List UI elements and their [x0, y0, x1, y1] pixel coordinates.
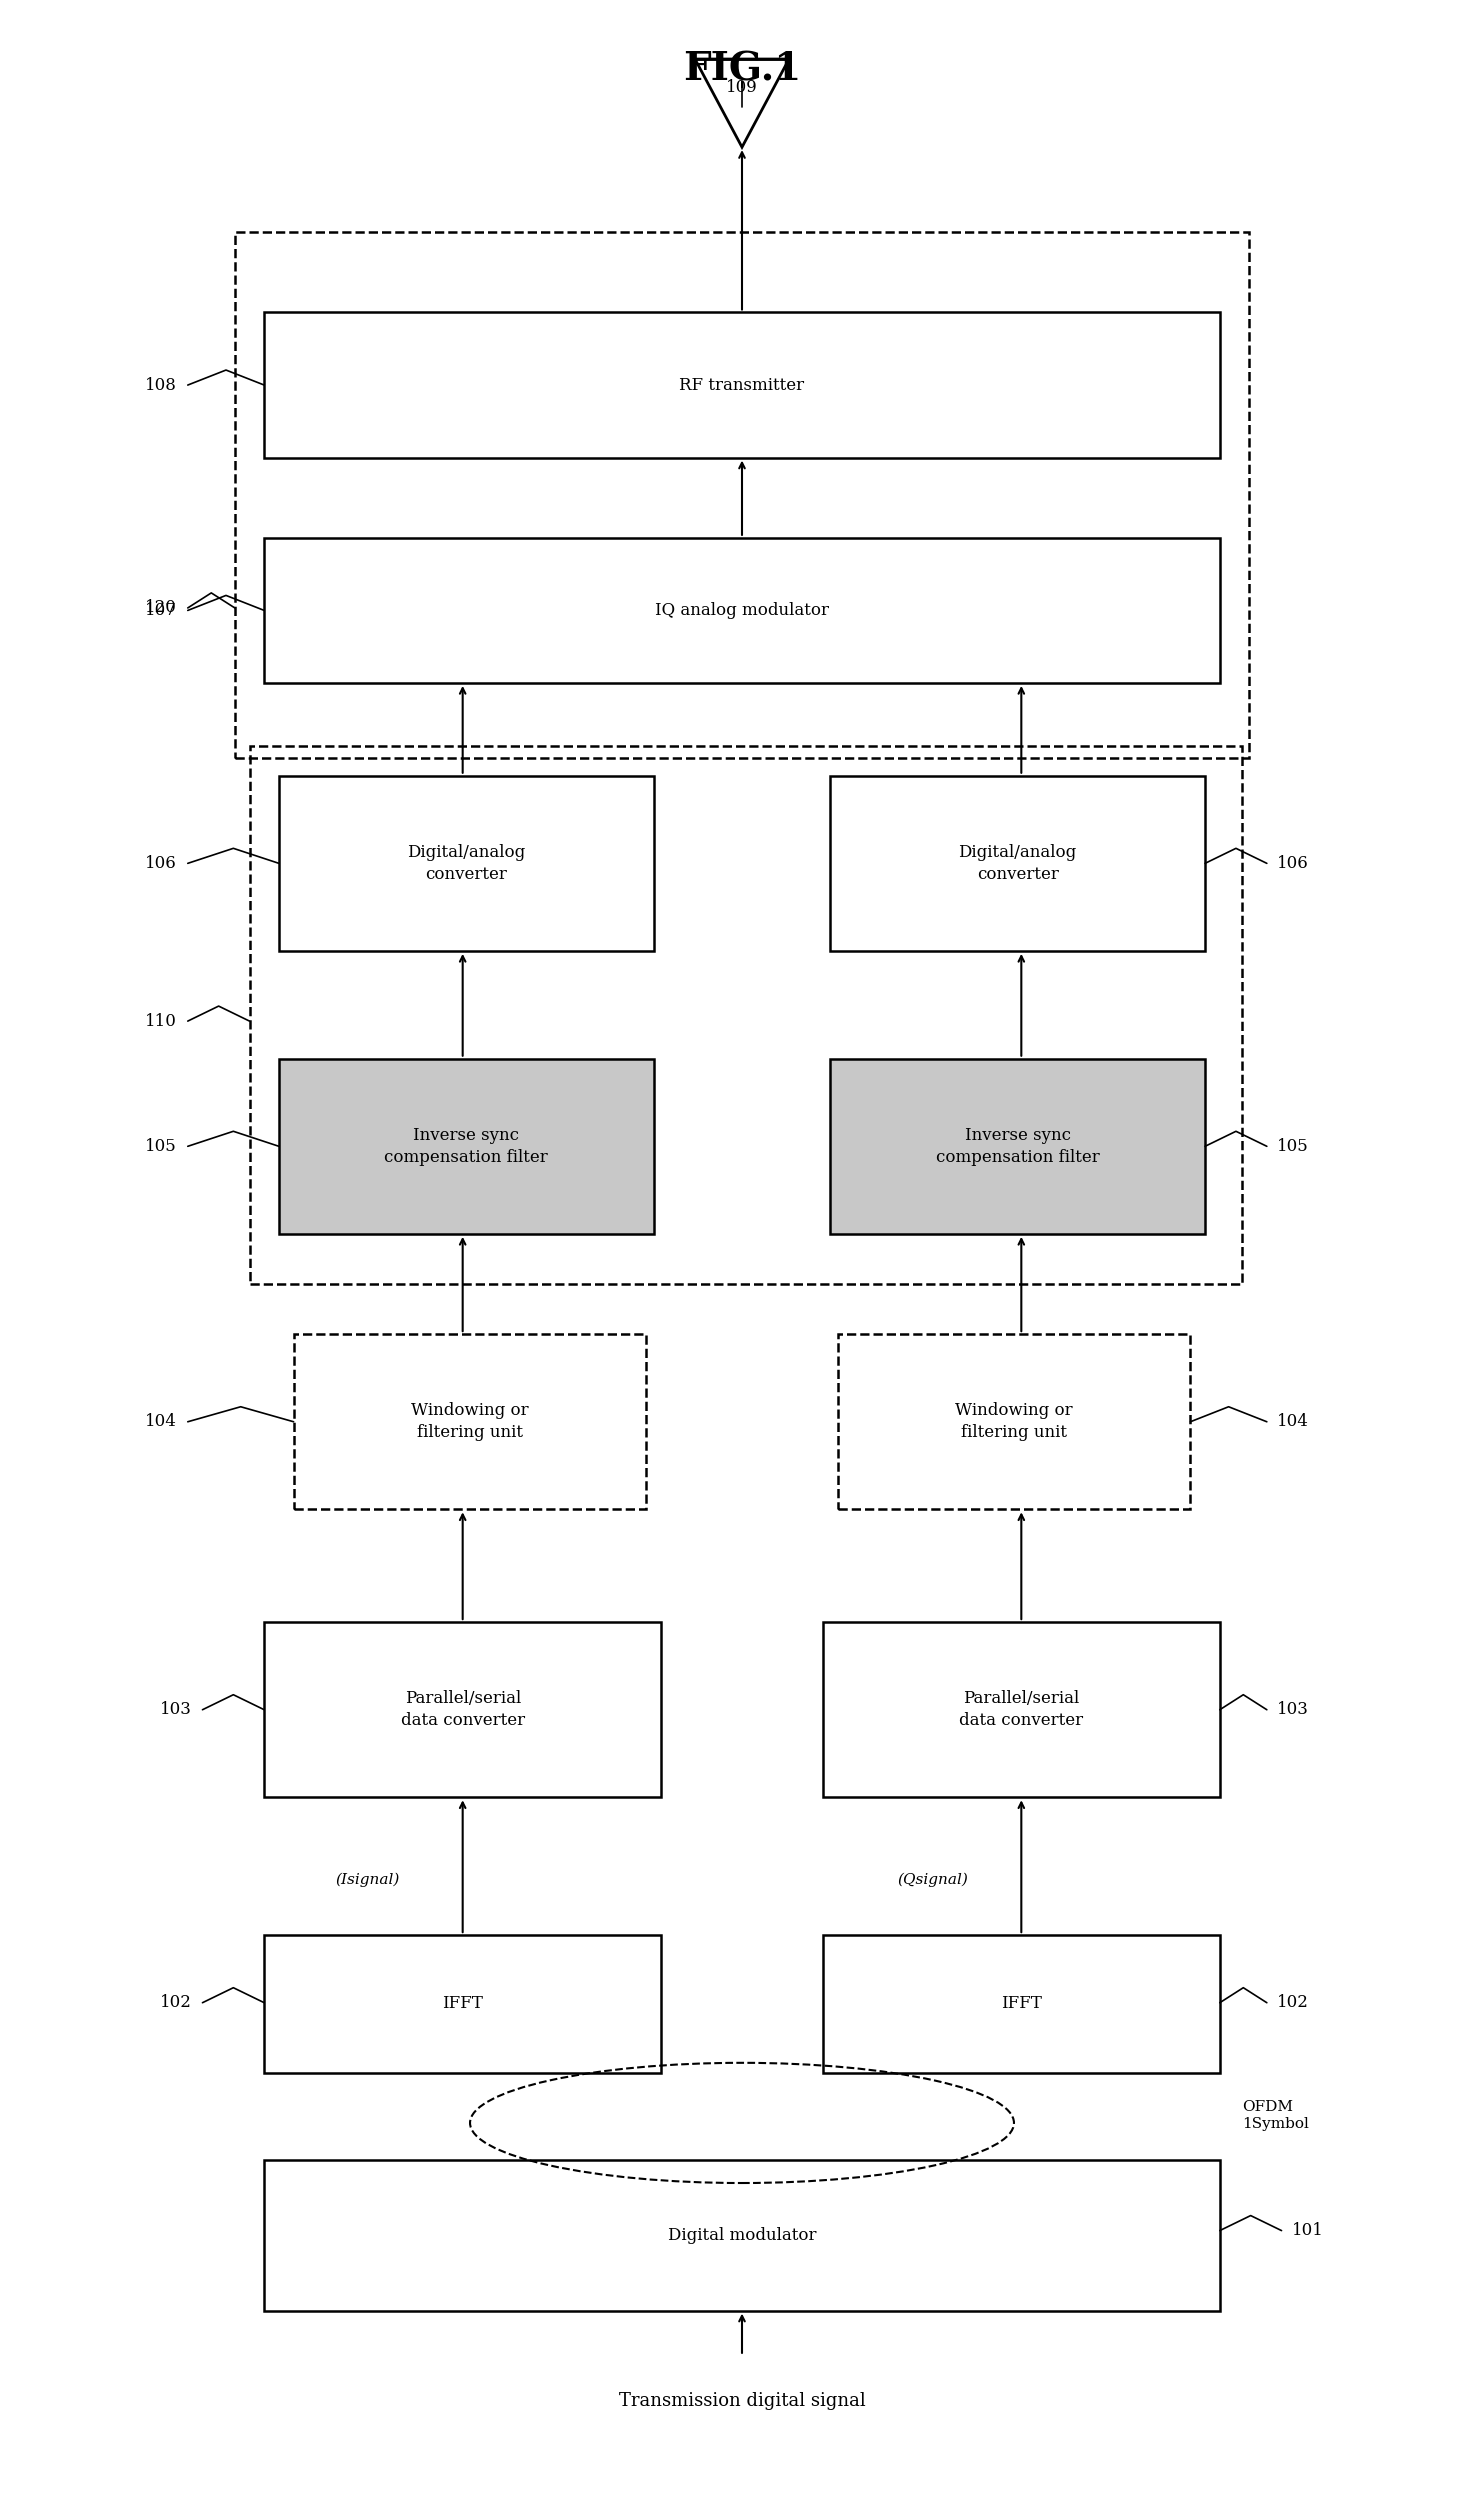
Text: 120: 120 — [145, 599, 177, 617]
Text: 103: 103 — [160, 1702, 191, 1717]
Text: 107: 107 — [145, 602, 177, 619]
Text: 104: 104 — [145, 1413, 177, 1430]
Text: Parallel/serial
data converter: Parallel/serial data converter — [959, 1690, 1083, 1730]
Bar — [830, 776, 1205, 952]
Text: Windowing or
filtering unit: Windowing or filtering unit — [411, 1403, 528, 1440]
Text: 105: 105 — [145, 1138, 177, 1156]
Text: (Isignal): (Isignal) — [335, 1873, 399, 1886]
Bar — [264, 312, 1220, 458]
Text: Transmission digital signal: Transmission digital signal — [619, 2392, 865, 2410]
Bar — [279, 776, 654, 952]
Text: Digital/analog
converter: Digital/analog converter — [959, 844, 1077, 884]
Text: 102: 102 — [160, 1994, 191, 2012]
Bar — [264, 1622, 662, 1798]
Text: 106: 106 — [145, 854, 177, 871]
Text: 104: 104 — [1278, 1413, 1309, 1430]
Bar — [837, 1335, 1190, 1508]
Text: FIG.1: FIG.1 — [683, 50, 801, 88]
Text: 103: 103 — [1278, 1702, 1309, 1717]
Text: 109: 109 — [726, 78, 758, 96]
Bar — [264, 539, 1220, 682]
Bar — [294, 1335, 647, 1508]
Text: RF transmitter: RF transmitter — [680, 378, 804, 393]
Text: Digital modulator: Digital modulator — [668, 2226, 816, 2244]
Text: 106: 106 — [1278, 854, 1309, 871]
Bar — [249, 745, 1242, 1284]
Bar — [264, 2160, 1220, 2312]
Bar — [830, 1058, 1205, 1234]
Bar — [822, 1622, 1220, 1798]
Bar — [264, 1936, 662, 2072]
Text: 101: 101 — [1293, 2221, 1324, 2239]
Text: Windowing or
filtering unit: Windowing or filtering unit — [956, 1403, 1073, 1440]
Text: Parallel/serial
data converter: Parallel/serial data converter — [401, 1690, 525, 1730]
Text: IFFT: IFFT — [1000, 1994, 1042, 2012]
Bar — [234, 232, 1250, 758]
Text: Inverse sync
compensation filter: Inverse sync compensation filter — [384, 1126, 548, 1166]
Text: IQ analog modulator: IQ analog modulator — [654, 602, 830, 619]
Text: 108: 108 — [145, 378, 177, 393]
Text: OFDM
1Symbol: OFDM 1Symbol — [1242, 2100, 1309, 2130]
Text: 110: 110 — [145, 1012, 177, 1030]
Text: Digital/analog
converter: Digital/analog converter — [407, 844, 525, 884]
Text: Inverse sync
compensation filter: Inverse sync compensation filter — [936, 1126, 1100, 1166]
Text: IFFT: IFFT — [442, 1994, 484, 2012]
Bar — [822, 1936, 1220, 2072]
Text: (Qsignal): (Qsignal) — [898, 1873, 969, 1886]
Text: 105: 105 — [1278, 1138, 1309, 1156]
Text: 102: 102 — [1278, 1994, 1309, 2012]
Bar — [279, 1058, 654, 1234]
